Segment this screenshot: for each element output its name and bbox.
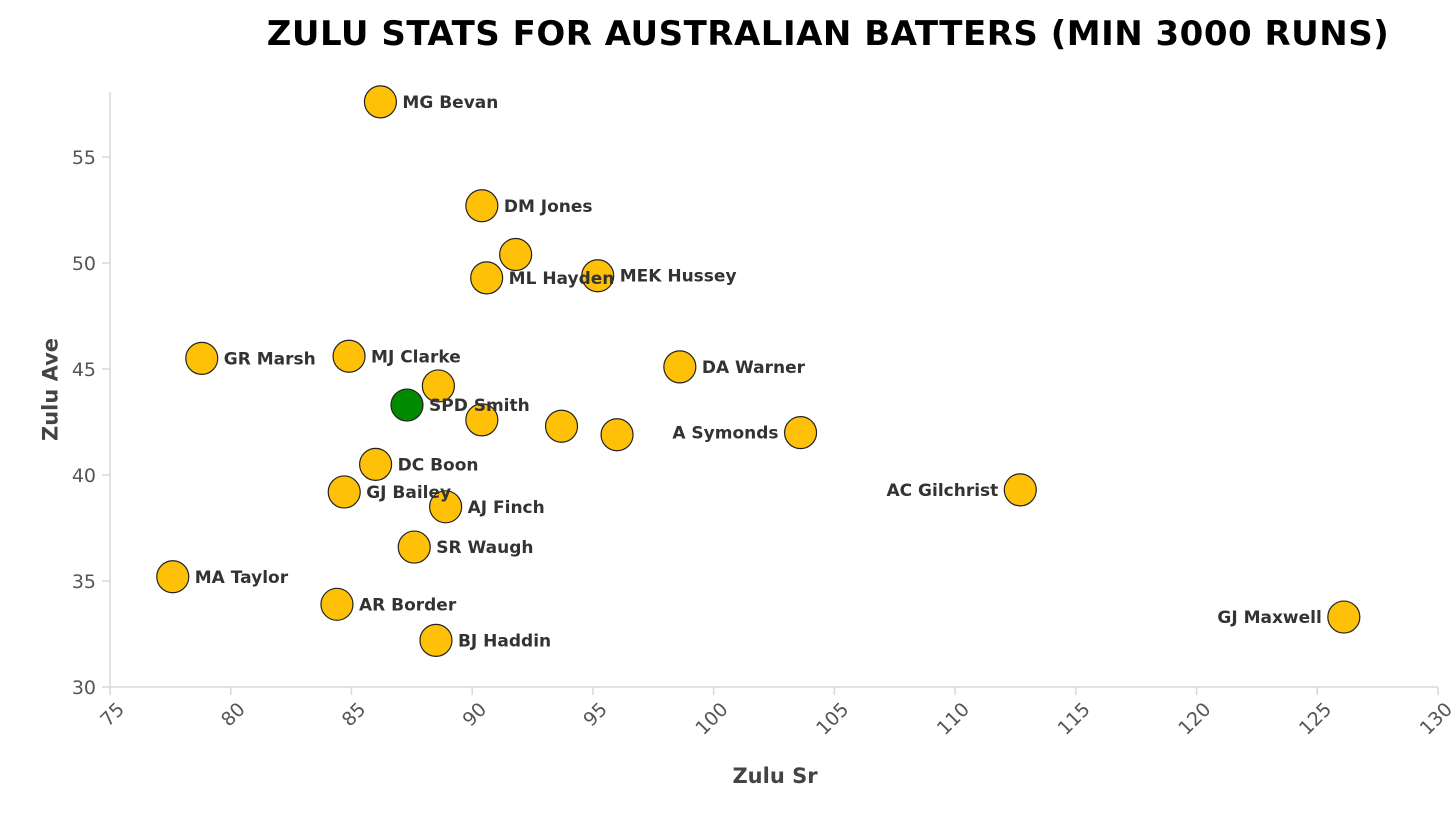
- data-point: [783, 416, 818, 450]
- data-point: [359, 447, 393, 481]
- x-tick-label: 85: [338, 698, 371, 731]
- data-point: [156, 560, 190, 594]
- data-point: [581, 259, 615, 293]
- data-point: [544, 409, 579, 443]
- data-point: [663, 350, 697, 384]
- point-label: AR Border: [359, 595, 457, 615]
- data-point: [390, 388, 424, 422]
- data-point: [327, 475, 361, 509]
- x-axis-title: Zulu Sr: [732, 764, 818, 788]
- axes: 30 35 40 45 50 55 75 80 85 90 95 100 105 110 115 120 125…: [72, 92, 1456, 740]
- point-label: GJ Maxwell: [1217, 608, 1321, 628]
- point-label: BJ Haddin: [458, 631, 551, 651]
- x-tick-label: 115: [1054, 698, 1095, 739]
- x-tick-label: 90: [458, 698, 491, 731]
- y-axis-title: Zulu Ave: [38, 338, 62, 441]
- data-point: [470, 261, 504, 295]
- y-tick-label: 35: [72, 571, 96, 593]
- data-point: [363, 85, 398, 119]
- x-tick-label: 110: [933, 698, 974, 739]
- data-point: [600, 418, 634, 452]
- point-label: MA Taylor: [195, 568, 289, 588]
- point-label: DC Boon: [398, 455, 479, 475]
- data-point: [397, 530, 431, 564]
- point-label: GR Marsh: [224, 349, 316, 369]
- point-label: DM Jones: [504, 197, 593, 217]
- y-tick-label: 45: [72, 359, 96, 381]
- data-point: [465, 189, 499, 223]
- data-point: [429, 490, 463, 524]
- x-tick-label: 95: [579, 698, 612, 731]
- y-tick-label: 50: [72, 253, 96, 275]
- x-tick-label: 100: [691, 698, 732, 739]
- y-tick-label: 40: [72, 465, 96, 487]
- point-label: MEK Hussey: [620, 267, 737, 287]
- point-label: SPD Smith: [429, 396, 530, 416]
- point-label: SR Waugh: [436, 538, 533, 558]
- data-point: [419, 623, 453, 657]
- x-tick-label: 80: [217, 698, 250, 731]
- data-point: [465, 403, 499, 437]
- data-point: [1327, 600, 1361, 634]
- point-label: DA Warner: [702, 358, 806, 378]
- point-label: AJ Finch: [468, 498, 545, 518]
- data-point: [421, 369, 455, 403]
- x-tick-label: 105: [812, 698, 853, 739]
- chart-title: Zulu stats for Australian batters (min 3…: [266, 14, 1390, 54]
- point-label: AC Gilchrist: [886, 481, 998, 501]
- point-label: A Symonds: [672, 424, 778, 444]
- x-tick-label: 120: [1174, 698, 1215, 739]
- point-label: ML Hayden: [509, 269, 615, 289]
- point-label: MG Bevan: [402, 93, 498, 113]
- x-tick-label: 130: [1416, 698, 1456, 739]
- x-tick-label: 125: [1295, 698, 1336, 739]
- x-tick-label: 75: [96, 698, 129, 731]
- data-point: [499, 237, 533, 272]
- point-labels: MG Bevan DM Jones ML Hayden MEK Hussey GR Ma…: [195, 93, 1322, 651]
- data-points: [156, 85, 1361, 657]
- data-point: [185, 341, 219, 375]
- y-tick-label: 30: [72, 677, 96, 699]
- data-point: [1003, 473, 1037, 507]
- data-point: [320, 587, 354, 621]
- point-label: MJ Clarke: [371, 347, 461, 367]
- point-label: GJ Bailey: [366, 483, 451, 503]
- y-tick-label: 55: [72, 147, 96, 169]
- data-point: [332, 339, 366, 373]
